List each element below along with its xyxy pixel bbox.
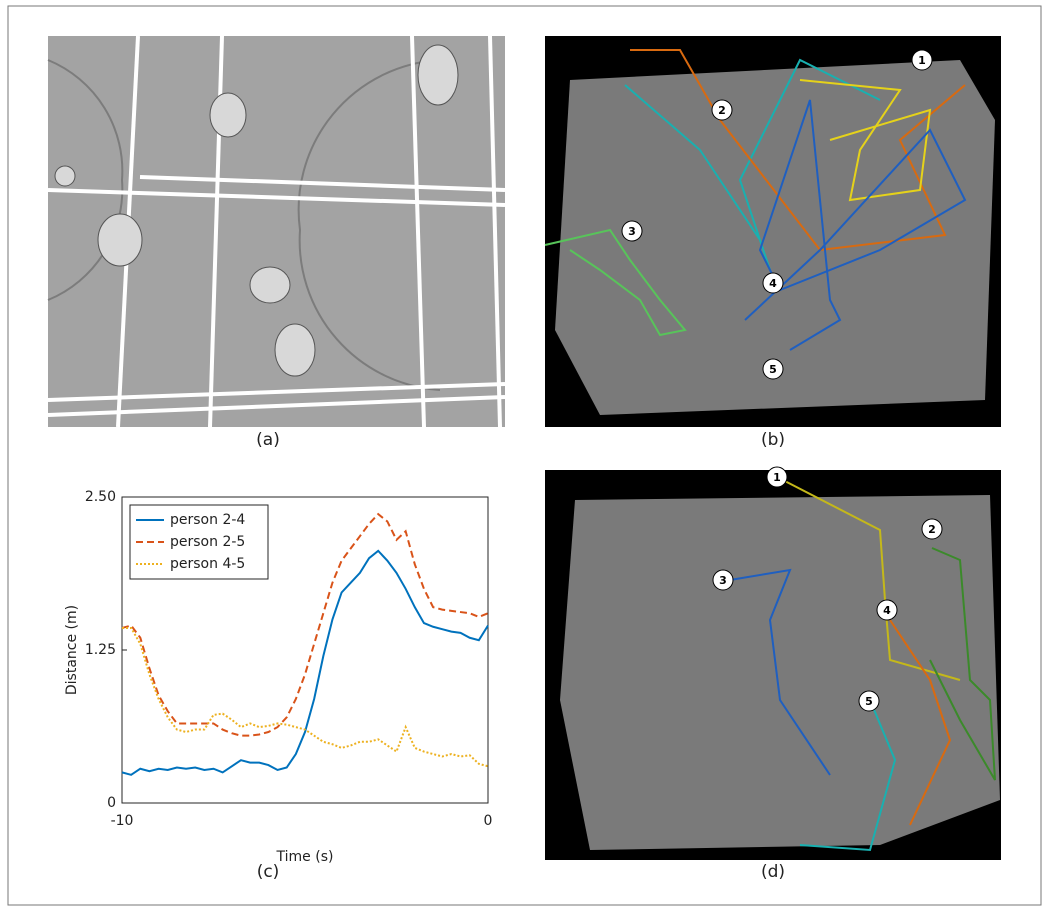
caption: (b) [761,430,785,450]
legend-label: person 4-5 [170,556,245,572]
caption: (d) [761,862,785,882]
marker: 5 [865,695,873,708]
marker: 4 [883,604,891,617]
x-tick-label: -10 [111,813,134,829]
tracking-d: 1 2 3 4 5 [545,467,1001,860]
marker: 2 [718,104,726,117]
caption: (c) [257,862,280,882]
photo-a [48,36,505,427]
y-tick-label: 1.25 [85,642,116,658]
marker: 5 [769,363,777,376]
marker: 1 [918,54,926,67]
figure: (a) 1 2 3 4 5 (b) 1 2 3 4 5 (d) Time (s)… [0,0,1049,912]
x-tick-label: 0 [484,813,493,829]
marker: 3 [628,225,636,238]
y-axis-title: Distance (m) [64,605,80,695]
legend-label: person 2-4 [170,512,245,528]
tracking-b: 1 2 3 4 5 [545,36,1001,427]
marker: 2 [928,523,936,536]
marker: 4 [769,277,777,290]
caption: (a) [256,430,280,450]
y-tick-label: 0 [107,795,116,811]
legend-label: person 2-5 [170,534,245,550]
marker: 1 [773,471,781,484]
y-tick-label: 2.50 [85,489,116,505]
x-axis-title: Time (s) [276,849,334,865]
marker: 3 [719,574,727,587]
